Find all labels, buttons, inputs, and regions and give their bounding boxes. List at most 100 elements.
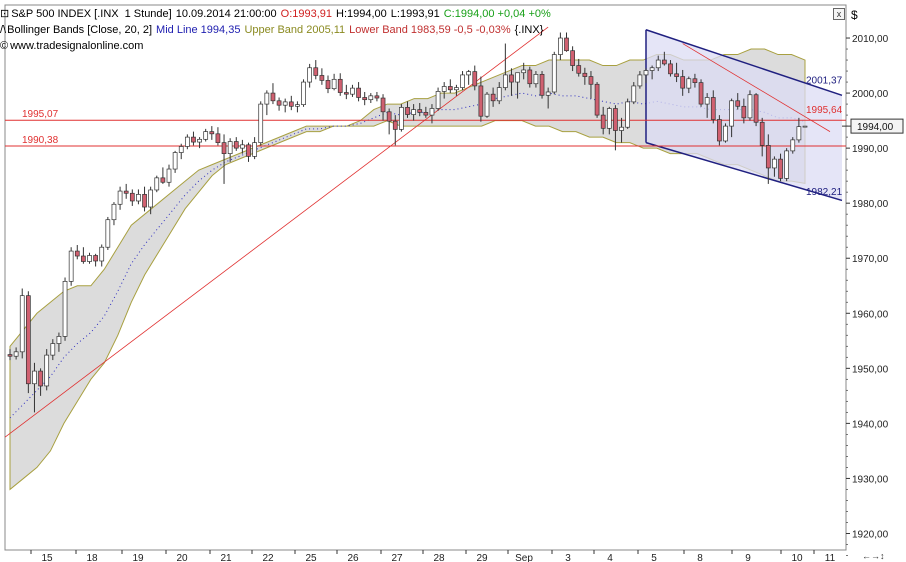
candle (466, 69, 472, 85)
candle (282, 98, 288, 113)
y-tick-label: 1950,00 (852, 364, 889, 375)
high-value: H:1994,00 (336, 8, 387, 20)
candle (93, 253, 98, 267)
candle-body (710, 97, 716, 120)
candle (405, 101, 410, 118)
candle-body (570, 50, 575, 66)
candle-body (686, 78, 692, 89)
candle-body (13, 351, 19, 357)
candle-body (582, 72, 588, 77)
candle (533, 71, 539, 88)
candle-body (704, 97, 710, 105)
symbol-name: S&P 500 INDEX [.INX (11, 8, 119, 20)
candle-body (399, 107, 404, 130)
candle (270, 83, 276, 105)
candle (594, 82, 600, 118)
candle-body (460, 74, 465, 88)
candle (313, 60, 319, 80)
candle (698, 79, 704, 107)
x-tick-label: 29 (476, 553, 488, 562)
channel-value-label-2: 1982,21 (806, 187, 843, 198)
channel-value-label-0: 2001,37 (806, 76, 843, 87)
scroll-arrows-icon[interactable]: ←→↕ (862, 551, 885, 561)
candle (600, 106, 606, 135)
candle-body (295, 104, 300, 107)
candle-body (729, 100, 734, 127)
candle (429, 104, 435, 124)
candle-body (209, 131, 215, 135)
candle-body (423, 111, 429, 116)
candle (227, 138, 233, 162)
candle (710, 90, 716, 124)
candle-body (331, 78, 337, 90)
candle-body (496, 87, 502, 102)
candle (582, 67, 588, 85)
candle (680, 69, 686, 96)
candle (215, 127, 221, 146)
candle (368, 93, 374, 103)
level-label-0: 1995,07 (22, 109, 59, 120)
candle (570, 46, 575, 72)
level-label-1: 1990,38 (22, 135, 59, 146)
close-icon[interactable]: x (833, 8, 845, 20)
website-header: © www.tradesignalonline.com (0, 40, 147, 53)
candle (460, 71, 465, 91)
candle (417, 102, 423, 117)
candle-body (368, 95, 374, 101)
candle (551, 51, 557, 95)
candle-body (325, 80, 331, 90)
candle (129, 189, 135, 206)
candle (264, 90, 270, 116)
candle (435, 87, 441, 111)
upper-band-value: Upper Band 2005,11 (244, 24, 346, 36)
candle-body (502, 74, 508, 88)
candle-body (227, 141, 233, 154)
candle (362, 91, 368, 106)
candle (447, 79, 453, 94)
candle-body (258, 103, 264, 143)
candle (50, 339, 56, 361)
candle (99, 244, 105, 267)
lower-band-value: Lower Band 1983,59 -0,5 -0,03% (349, 24, 511, 36)
candle (619, 117, 624, 143)
candle (148, 186, 154, 215)
candle (765, 134, 771, 184)
candle-body (203, 131, 209, 140)
candle (772, 156, 777, 177)
window-icon: ⊡ (0, 8, 10, 20)
candle (252, 137, 257, 160)
candle (154, 175, 160, 193)
candle-body (270, 92, 276, 102)
open-value: O:1993,91 (280, 8, 333, 20)
candle-body (796, 126, 802, 141)
candle-body (576, 65, 582, 74)
x-tick-label: 20 (176, 553, 188, 562)
candle-body (490, 93, 496, 102)
candle-body (337, 78, 343, 93)
website-link[interactable]: www.tradesignalonline.com (10, 40, 144, 52)
x-tick-label: 3 (565, 553, 571, 562)
candle (295, 101, 300, 113)
indicator-name: Bollinger Bands [Close, 20, 2] (7, 24, 153, 36)
candle-body (56, 336, 62, 344)
candle (172, 150, 178, 173)
candle (478, 76, 484, 122)
candle-body (166, 168, 172, 183)
candle (301, 79, 306, 107)
x-tick-label: 22 (262, 553, 274, 562)
datetime-label: 10.09.2014 21:00:00 (175, 8, 277, 20)
low-value: L:1993,91 (390, 8, 440, 20)
candle-body (741, 105, 747, 119)
candle-body (747, 94, 753, 119)
candle-body (594, 83, 600, 116)
candle (386, 108, 392, 135)
candle-body (613, 108, 618, 131)
candle-body (380, 97, 386, 113)
candle (802, 125, 808, 128)
candle (380, 94, 386, 121)
candle (74, 245, 80, 260)
candle-body (87, 255, 92, 262)
candle-body (25, 295, 31, 385)
candle-body (753, 94, 759, 123)
